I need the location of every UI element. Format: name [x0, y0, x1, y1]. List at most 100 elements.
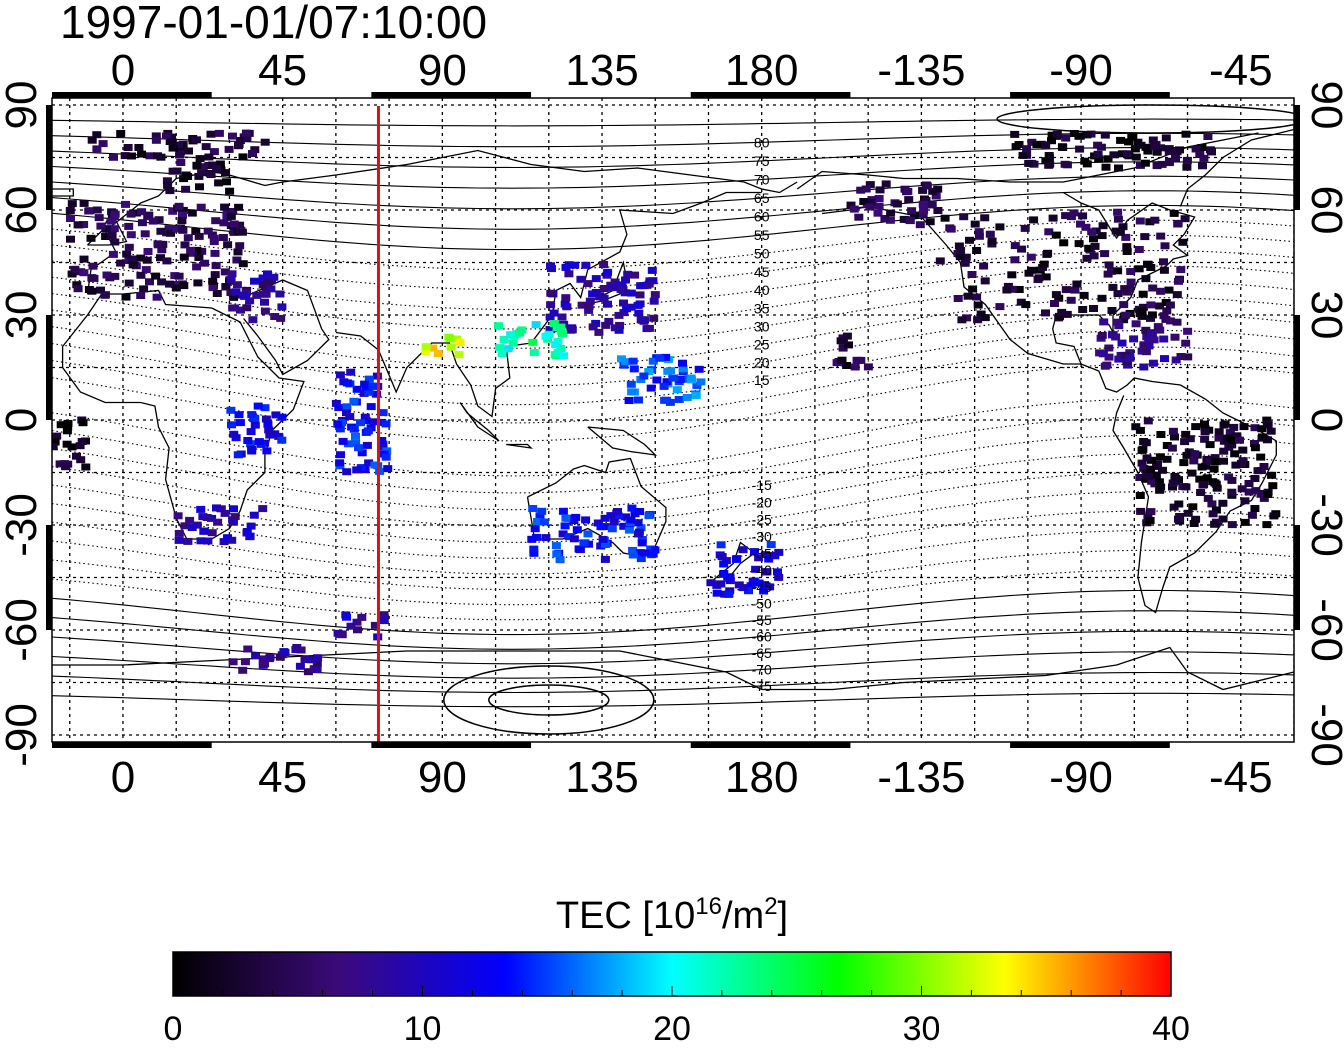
tec-cell	[78, 419, 88, 427]
tec-cell	[600, 541, 610, 548]
tec-cell	[1156, 431, 1166, 438]
tec-cell	[880, 215, 890, 222]
tec-cell	[850, 363, 860, 371]
tec-cell	[606, 512, 616, 520]
tec-cell	[1214, 434, 1224, 442]
tec-cell	[352, 466, 362, 474]
tec-cell	[1146, 301, 1156, 309]
tec-cell	[634, 309, 644, 317]
tec-cell	[910, 211, 920, 219]
tec-cell	[1018, 151, 1028, 159]
tec-cell	[260, 660, 269, 668]
tec-cell	[603, 300, 612, 308]
tec-cell	[1230, 450, 1240, 458]
tec-cell	[263, 420, 273, 428]
tec-cell	[181, 185, 191, 193]
tec-cell	[678, 365, 688, 373]
tec-cell	[158, 240, 168, 248]
mlat-label-south: -50	[752, 595, 772, 611]
mlat-label-south: -55	[752, 612, 772, 628]
tec-cell	[844, 341, 853, 349]
tec-cell	[1219, 457, 1228, 465]
tec-cell	[595, 292, 605, 300]
tec-cell	[921, 197, 931, 204]
tec-cell	[251, 652, 261, 660]
tec-cell	[1207, 500, 1217, 508]
mlat-contour	[52, 363, 1294, 442]
tec-cell	[270, 430, 280, 438]
mlat-label-south: -60	[752, 629, 772, 645]
tec-cell	[1203, 494, 1213, 502]
tec-cell	[1155, 302, 1165, 310]
frame-bar	[46, 315, 52, 420]
tec-cell	[1062, 310, 1072, 318]
tec-cell	[594, 328, 604, 336]
tec-cell	[1231, 461, 1241, 469]
tec-cell	[607, 525, 617, 533]
tec-cell	[621, 358, 631, 366]
tec-cell	[232, 256, 242, 264]
tec-cell	[154, 216, 164, 224]
tec-cell	[1181, 339, 1191, 347]
tec-cell	[1195, 151, 1205, 158]
tec-cell	[226, 276, 236, 284]
tec-cell	[1250, 475, 1260, 482]
tec-cell	[1155, 453, 1165, 461]
tec-cell	[1021, 301, 1031, 309]
tec-cell	[918, 210, 928, 218]
tec-cell	[269, 273, 279, 281]
tec-cell	[974, 232, 984, 240]
tec-cell	[153, 152, 162, 160]
tec-cell	[206, 130, 216, 138]
tec-cell	[561, 294, 571, 302]
tec-cell	[1097, 331, 1107, 339]
tec-cell	[245, 297, 255, 305]
tec-cell	[1054, 294, 1064, 302]
tec-cell	[1137, 446, 1147, 454]
tec-cell	[127, 255, 137, 263]
tec-cell	[1162, 455, 1172, 463]
tec-cell	[1250, 505, 1260, 512]
tec-cell	[1227, 441, 1237, 449]
tec-cell	[152, 293, 162, 301]
tec-cell	[1143, 417, 1153, 425]
tec-cell	[192, 521, 202, 529]
tec-cell	[100, 291, 110, 299]
tec-cell	[1140, 233, 1150, 241]
tec-cell	[433, 350, 443, 358]
tec-cell	[678, 359, 687, 367]
colorbar-label: TEC [1016/m2]	[556, 893, 788, 937]
tec-cell	[250, 421, 260, 429]
tec-cell	[92, 206, 102, 214]
tec-cell	[200, 259, 210, 267]
mlat-label-south: -20	[752, 494, 772, 510]
frame-bar	[371, 92, 532, 98]
tec-cell	[357, 613, 367, 621]
tec-cell	[156, 254, 165, 262]
tec-cell	[608, 284, 617, 292]
tec-cell	[963, 292, 973, 300]
tec-cell	[541, 332, 551, 340]
tec-cell	[1014, 286, 1024, 293]
colorbar-tick-labels: 0 10 20 30 40	[164, 986, 1190, 1048]
tec-cell	[228, 658, 238, 666]
tec-cell	[649, 314, 659, 322]
tec-cell	[1159, 266, 1169, 274]
tec-cell	[838, 337, 848, 345]
tec-cell	[639, 372, 649, 380]
tec-cell	[1131, 153, 1141, 161]
mlat-label-north: 70	[754, 172, 770, 188]
tec-cell	[157, 278, 167, 286]
tec-cell	[270, 313, 280, 320]
tec-cell	[1188, 503, 1198, 511]
tec-cell	[719, 560, 729, 568]
right-tick-label: 0	[1302, 408, 1344, 432]
tec-cell	[604, 317, 614, 325]
tec-cell	[619, 522, 629, 530]
tec-cell	[591, 275, 601, 283]
tec-cell	[219, 538, 229, 546]
bottom-tick-label: -135	[877, 753, 965, 802]
tec-cell	[1263, 491, 1273, 498]
tec-cell	[1142, 454, 1152, 462]
tec-cell	[1032, 141, 1042, 149]
